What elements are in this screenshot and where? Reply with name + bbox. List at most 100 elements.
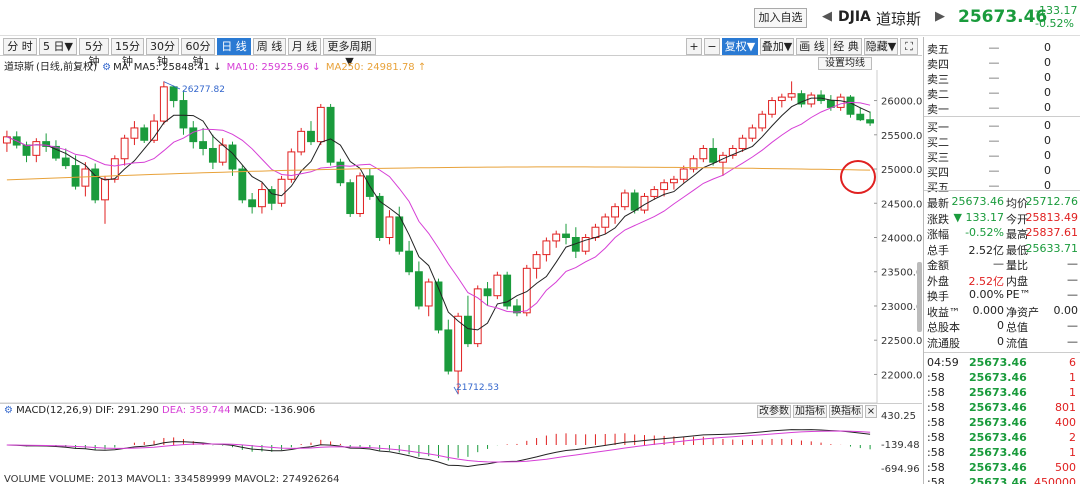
stat-label-low: 最低 xyxy=(1006,243,1028,257)
orderbook-divider xyxy=(924,116,1080,117)
y-tick-label: 22000.0 xyxy=(881,370,922,381)
tick-time: 04:59 xyxy=(927,356,959,369)
y-tick-label: 22500.0 xyxy=(881,336,922,347)
stat-value-in: — xyxy=(1067,272,1078,286)
draw-line-button[interactable]: 画 线 xyxy=(796,38,828,55)
stat-value-float: 0 xyxy=(997,334,1004,348)
orderbook-volume: 0 xyxy=(1044,41,1051,54)
zoom-out-button[interactable]: − xyxy=(704,38,720,55)
period-more-dropdown[interactable]: 更多周期▼ xyxy=(323,38,376,68)
candlestick-chart[interactable]: 26000.0 25500.0 25000.0 24500.0 24000.0 23500… xyxy=(0,70,922,484)
tick-price: 25673.46 xyxy=(969,371,1027,384)
candle-up xyxy=(150,120,158,141)
candle-down xyxy=(434,281,443,331)
stat-label-mv: 总值 xyxy=(1006,321,1028,334)
fullscreen-icon[interactable]: ⛶ xyxy=(900,38,918,55)
adjust-dropdown[interactable]: 复权▼ xyxy=(722,38,758,55)
candle-down xyxy=(513,305,521,314)
period-5day[interactable]: 5 日▼ xyxy=(39,38,77,55)
ma-settings-button[interactable]: 设置均线 xyxy=(818,57,872,70)
candle-down xyxy=(826,100,835,108)
legend-ma-icon: ⚙ xyxy=(102,62,112,73)
macd-header: ⚙ MACD(12,26,9) DIF: 291.290 DEA: 359.74… xyxy=(0,403,922,418)
stat-label-pe: PE™ xyxy=(1006,288,1031,301)
tick-time: :58 xyxy=(927,401,945,414)
orderbook-volume: 0 xyxy=(1044,149,1051,162)
orderbook-row: 卖二 — 0 xyxy=(924,86,1080,101)
close-indicator-icon[interactable]: × xyxy=(865,405,877,418)
orderbook-price: — xyxy=(988,41,1000,54)
tick-price: 25673.46 xyxy=(969,461,1027,474)
stat-label-pct: 涨幅 xyxy=(927,228,949,241)
stat-label-chg: 涨跌 xyxy=(927,212,949,226)
period-5min[interactable]: 5分钟 xyxy=(79,38,109,68)
price-change: -133.17 -0.52% xyxy=(1035,4,1077,30)
candle-down xyxy=(444,329,453,372)
candle-up xyxy=(787,93,796,98)
candle-up xyxy=(552,233,561,242)
add-to-watchlist-button[interactable]: 加入自选 xyxy=(754,8,807,28)
stat-label-cap: 总股本 xyxy=(927,321,960,334)
candle-up xyxy=(591,226,600,238)
zoom-in-button[interactable]: + xyxy=(686,38,702,55)
tick-price: 25673.46 xyxy=(969,446,1027,459)
period-intraday[interactable]: 分 时 xyxy=(3,38,37,55)
candle-up xyxy=(660,182,669,191)
candle-up xyxy=(130,127,139,139)
candle-down xyxy=(42,141,51,147)
stat-value-out: 2.52亿 xyxy=(968,274,1005,288)
period-weekly[interactable]: 周 线 xyxy=(253,38,286,55)
prev-symbol-icon[interactable]: ◀ xyxy=(822,9,832,24)
tick-time: :58 xyxy=(927,461,945,474)
candle-up xyxy=(836,96,845,108)
macd-dea: DEA: 359.744 xyxy=(162,405,231,416)
ma10-line xyxy=(6,101,871,313)
overlay-dropdown[interactable]: 叠加▼ xyxy=(760,38,794,55)
add-indicator-button[interactable]: 加指标 xyxy=(793,405,827,418)
stat-value-vol: 2.52亿 xyxy=(968,243,1005,257)
period-30min[interactable]: 30分钟 xyxy=(146,38,179,68)
candle-down xyxy=(307,130,315,143)
stat-label-ratio: 量比 xyxy=(1006,259,1028,272)
tick-price: 25673.46 xyxy=(969,386,1027,399)
candle-up xyxy=(669,178,678,184)
candle-down xyxy=(326,106,335,163)
candle-up xyxy=(424,281,433,307)
stat-label-vol: 总手 xyxy=(927,243,949,257)
stat-value-eps: 0.000 xyxy=(972,303,1005,317)
ma-legend: 道琼斯 (日线,前复权) ⚙ MA MA5: 25848.41 ↓ MA10: 25… xyxy=(4,58,428,73)
stat-value-pe: — xyxy=(1067,288,1078,301)
stat-value-cap: 0 xyxy=(997,319,1004,332)
orderbook-price: — xyxy=(988,134,1000,147)
orderbook-price: — xyxy=(988,149,1000,162)
chart-scrollbar[interactable] xyxy=(917,262,922,332)
ma5-line xyxy=(6,97,871,331)
tick-volume: 450000 xyxy=(1034,476,1076,484)
candle-up xyxy=(748,127,757,139)
period-15min[interactable]: 15分钟 xyxy=(111,38,144,68)
candle-down xyxy=(267,189,276,204)
stat-label-amt: 金额 xyxy=(927,259,949,272)
orderbook-volume: 0 xyxy=(1044,179,1051,192)
period-daily[interactable]: 日 线 xyxy=(217,38,251,55)
period-monthly[interactable]: 月 线 xyxy=(288,38,321,55)
candle-down xyxy=(22,144,31,156)
high-annotation: 26277.82 xyxy=(182,85,225,95)
candle-up xyxy=(277,178,286,204)
change-params-button[interactable]: 改参数 xyxy=(757,405,791,418)
stat-value-ratio: — xyxy=(1067,257,1078,270)
classic-button[interactable]: 经 典 xyxy=(830,38,862,55)
candle-down xyxy=(336,161,345,184)
next-symbol-icon[interactable]: ▶ xyxy=(935,9,945,24)
legend-ma: MA xyxy=(113,62,129,73)
switch-indicator-button[interactable]: 换指标 xyxy=(829,405,863,418)
tick-row: :58 25673.46 400 xyxy=(924,416,1080,431)
candle-up xyxy=(542,240,551,256)
hide-dropdown[interactable]: 隐藏▼ xyxy=(864,38,898,55)
tick-time: :58 xyxy=(927,386,945,399)
period-60min[interactable]: 60分钟 xyxy=(181,38,215,68)
tick-row: :58 25673.46 1 xyxy=(924,446,1080,461)
macd-value: MACD: -136.906 xyxy=(233,405,316,416)
orderbook-row: 卖四 — 0 xyxy=(924,56,1080,71)
orderbook-price: — xyxy=(988,86,1000,99)
